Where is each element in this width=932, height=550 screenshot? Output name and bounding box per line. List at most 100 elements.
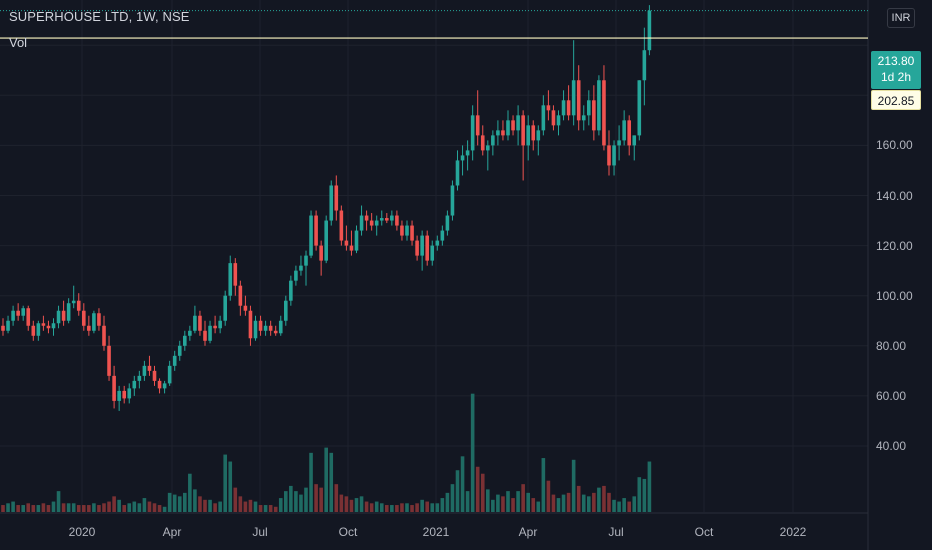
volume-bar [16,505,20,512]
grid-lines [0,0,869,550]
candle-body [198,315,202,331]
candle-body [395,215,399,226]
volume-bar [97,505,101,512]
candle-body [632,135,637,146]
volume-bar [379,503,384,512]
candle-body [258,320,263,331]
volume-bar [415,503,419,512]
candle-body [51,323,56,329]
candle-body [576,80,581,121]
volume-bar [122,505,126,512]
candle-body [66,303,71,321]
candle-body [304,255,308,266]
candle-body [344,240,349,246]
candle-body [31,325,36,336]
volume-bar [243,501,248,512]
volume-bar [87,505,91,512]
candle-body [425,235,429,261]
candle-body [228,263,233,296]
price-axis-label: 140.00 [876,188,913,203]
volume-bar [324,447,328,512]
volume-bar [304,487,308,512]
volume-bar [132,501,137,512]
candle-body [117,390,121,401]
volume-bar [354,498,359,512]
price-axis-label: 60.00 [876,388,907,403]
volume-bar [107,501,111,512]
volume-bar [475,466,480,512]
volume-bar [157,505,162,512]
volume-bar [41,503,46,512]
candle-body [385,218,389,221]
volume-bar [637,477,642,512]
volume-bar [374,501,379,512]
candle-body [208,325,212,341]
volume-bar [556,498,561,512]
volume-bar [587,496,591,512]
symbol-title[interactable]: SUPERHOUSE LTD, 1W, NSE [9,9,190,24]
candle-body [142,365,147,376]
candle-body [102,325,106,346]
candle-body [263,325,268,331]
time-axis-label: Oct [338,525,358,539]
volume-bar [309,452,313,512]
candle-body [496,130,500,136]
candle-body [607,145,611,166]
volume-bar [576,485,581,512]
volume-bar [228,461,233,512]
candle-body [26,308,31,326]
volume-bar [592,492,596,512]
candle-body [526,125,530,146]
candle-body [112,375,116,401]
candle-body [309,215,313,256]
volume-bar [642,478,647,512]
candle-body [379,218,384,221]
candle-body [87,325,91,331]
candle-body [61,310,66,321]
price-axis-label: 160.00 [876,138,913,153]
volume-bar [1,505,5,512]
volume-bar [511,498,515,512]
volume-indicator-label[interactable]: Vol [9,35,28,50]
volume-bar [117,499,121,512]
volume-bar [526,492,530,512]
volume-bar [278,498,283,512]
candle-body [475,115,480,136]
volume-bar [390,505,394,512]
volume-bar [627,501,631,512]
volume-bar [31,505,36,512]
volume-bar [425,501,429,512]
volume-bar [82,505,86,512]
volume-bar [21,505,25,512]
volume-bar [450,484,455,512]
volume-bar [400,503,404,512]
candle-body [147,365,152,371]
volume-bar [440,498,445,512]
candle-body [339,210,344,241]
volume-bar [465,491,470,512]
candle-body [400,225,404,236]
candle-body [602,80,606,146]
volume-bar [112,496,116,512]
candle-body [21,308,25,316]
candle-body [46,325,51,329]
volume-bar [561,494,566,512]
candle-body [11,310,15,321]
candle-body [617,140,621,146]
volume-bar [405,503,409,512]
volume-bar [602,485,606,512]
volume-bar [299,494,303,512]
candle-body [284,300,288,321]
volume-bar [71,503,76,512]
volume-bar [632,496,637,512]
volume-bar [314,484,318,512]
candle-body [243,305,248,311]
candle-body [460,155,465,161]
volume-bar [61,503,66,512]
candle-body [581,115,586,121]
candle-body [289,280,293,301]
currency-button[interactable]: INR [887,8,915,28]
volume-bar [622,498,626,512]
candle-body [122,390,126,399]
